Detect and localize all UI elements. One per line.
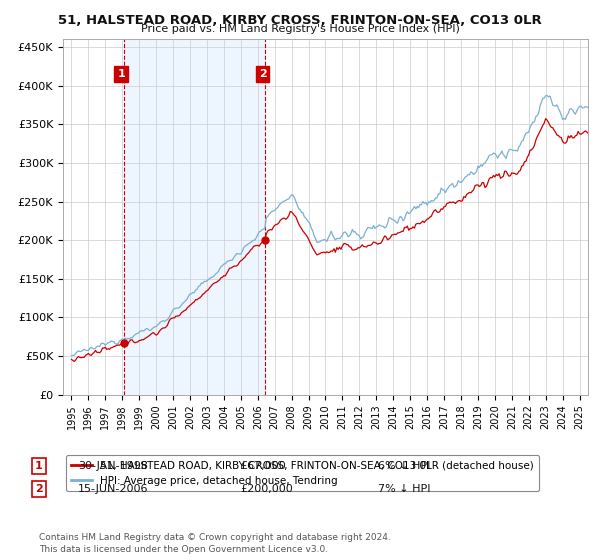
Text: 2: 2: [35, 484, 43, 494]
Text: 1: 1: [117, 69, 125, 79]
Text: 1: 1: [35, 461, 43, 471]
Text: Contains HM Land Registry data © Crown copyright and database right 2024.
This d: Contains HM Land Registry data © Crown c…: [39, 533, 391, 554]
Text: 7% ↓ HPI: 7% ↓ HPI: [378, 484, 431, 494]
Text: 51, HALSTEAD ROAD, KIRBY CROSS, FRINTON-ON-SEA, CO13 0LR: 51, HALSTEAD ROAD, KIRBY CROSS, FRINTON-…: [58, 14, 542, 27]
Text: 15-JUN-2006: 15-JUN-2006: [78, 484, 149, 494]
Text: 2: 2: [259, 69, 267, 79]
Text: £67,000: £67,000: [240, 461, 286, 471]
Bar: [124, 39, 265, 395]
Legend: 51, HALSTEAD ROAD, KIRBY CROSS, FRINTON-ON-SEA, CO13 0LR (detached house), HPI: : 51, HALSTEAD ROAD, KIRBY CROSS, FRINTON-…: [65, 455, 539, 491]
Text: Price paid vs. HM Land Registry's House Price Index (HPI): Price paid vs. HM Land Registry's House …: [140, 24, 460, 34]
Text: 30-JAN-1998: 30-JAN-1998: [78, 461, 148, 471]
Text: 6% ↓ HPI: 6% ↓ HPI: [378, 461, 430, 471]
Text: £200,000: £200,000: [240, 484, 293, 494]
